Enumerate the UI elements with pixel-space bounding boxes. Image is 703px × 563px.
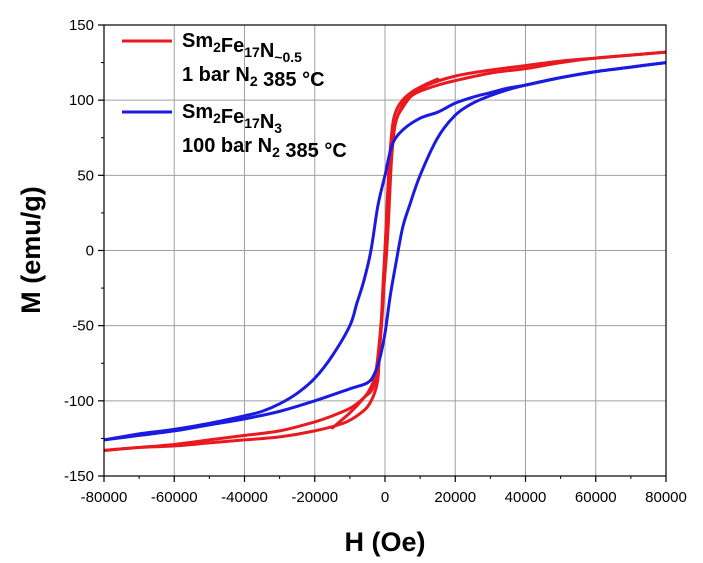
legend-text-part: Fe [221, 35, 244, 57]
legend-subscript: 17 [244, 44, 260, 60]
x-tick-label: -20000 [291, 489, 338, 506]
x-tick-label: 80000 [645, 489, 687, 506]
legend: Sm2Fe17N~0.51 bar N2 385 °CSm2Fe17N3100 … [122, 30, 347, 162]
x-tick-label: 40000 [505, 489, 547, 506]
y-tick-label: -150 [64, 468, 94, 485]
x-tick-label: -40000 [221, 489, 268, 506]
series-layer [104, 50, 666, 452]
series-1-branch-3 [330, 77, 440, 430]
legend-subscript: 3 [274, 120, 282, 136]
legend-label-2: Sm2Fe17N3 [182, 101, 282, 136]
legend-condition-1: 1 bar N2 385 °C [182, 64, 325, 91]
legend-subscript: 2 [250, 73, 258, 89]
y-axis-title: M (emu/g) [16, 186, 46, 314]
x-tick-label: 20000 [434, 489, 476, 506]
legend-text-part: Sm [182, 30, 213, 52]
y-tick-label: 150 [69, 17, 94, 34]
y-tick-label: -50 [72, 318, 94, 335]
y-tick-label: -100 [64, 393, 94, 410]
series-2-branch-2 [104, 61, 666, 442]
legend-condition-2: 100 bar N2 385 °C [182, 135, 347, 162]
y-tick-label: 50 [77, 167, 94, 184]
legend-text-part: Fe [221, 106, 244, 128]
x-tick-label: 0 [381, 489, 389, 506]
legend-text-part: 1 bar N [182, 64, 250, 86]
x-tick-label: -60000 [151, 489, 198, 506]
legend-subscript: 2 [213, 39, 221, 55]
legend-subscript: ~0.5 [274, 49, 302, 65]
ticks: -80000 -60000 -40000 -20000 0 20000 40000 60000… [64, 17, 687, 506]
legend-text-part: N [260, 40, 274, 62]
legend-text-part: 385 °C [258, 69, 325, 91]
legend-text-part: N [260, 111, 274, 133]
x-tick-label: 60000 [575, 489, 617, 506]
x-tick-label: -80000 [81, 489, 128, 506]
x-axis-title: H (Oe) [345, 527, 426, 557]
legend-label-1: Sm2Fe17N~0.5 [182, 30, 302, 65]
y-tick-label: 100 [69, 92, 94, 109]
legend-subscript: 2 [213, 110, 221, 126]
legend-text-part: 100 bar N [182, 135, 272, 157]
legend-text-part: 385 °C [280, 140, 347, 162]
y-tick-label: 0 [86, 243, 94, 260]
legend-subscript: 2 [272, 144, 280, 160]
legend-subscript: 17 [244, 115, 260, 131]
legend-text-part: Sm [182, 101, 213, 123]
